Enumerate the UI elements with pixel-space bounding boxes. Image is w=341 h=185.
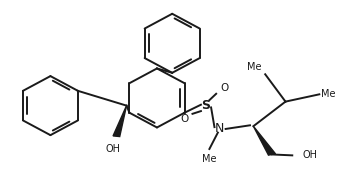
Text: OH: OH bbox=[105, 144, 120, 154]
Text: O: O bbox=[221, 83, 229, 93]
Text: O: O bbox=[180, 114, 188, 124]
Text: Me: Me bbox=[247, 63, 262, 73]
Text: Me: Me bbox=[321, 89, 336, 99]
Polygon shape bbox=[253, 126, 276, 155]
Text: S: S bbox=[202, 99, 210, 112]
Polygon shape bbox=[113, 106, 127, 137]
Text: N: N bbox=[215, 122, 224, 135]
Text: OH: OH bbox=[302, 150, 317, 160]
Text: Me: Me bbox=[202, 154, 217, 164]
